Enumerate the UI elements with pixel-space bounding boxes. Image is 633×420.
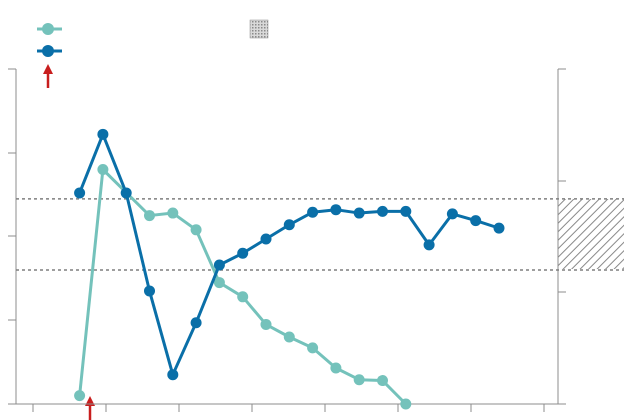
series-1-point [190,224,202,236]
arrow-icon [43,64,53,88]
series-2-point [260,233,272,245]
series-2-point [400,205,412,217]
series-layer [74,128,505,410]
series-2-point [283,219,295,231]
reference-band-hatch [558,199,624,269]
series-2-point [144,285,155,297]
series-2-point [353,207,365,219]
series-1-point [167,207,179,219]
series-2-point [190,317,202,329]
series-2-point [237,247,249,259]
series-2-point [330,204,342,216]
legend-marker-series-1 [42,23,54,35]
series-1-point [97,164,109,175]
series-2-point [120,187,132,199]
legend-marker-series-2 [42,45,54,57]
series-1-point [307,342,319,354]
legend [37,19,269,57]
series-1-point [144,210,155,222]
series-1-point [377,375,388,387]
legend-swatch-reference-band [249,19,269,39]
series-2-point [74,187,86,199]
series-1-point [353,374,365,386]
series-1-point [74,390,86,402]
x-axis [16,403,566,412]
series-1-point [237,291,249,303]
series-2-point [307,206,319,218]
series-2-point [446,208,458,220]
series-2-point [377,205,388,217]
series-1-point [213,277,225,289]
series-2-point [213,259,225,271]
series-1-point [400,398,412,410]
series-1-point [330,362,342,374]
series-2-point [493,222,505,234]
left-axis [8,68,17,405]
series-1-point [283,331,295,343]
series-2-point [423,239,435,251]
reference-lines [16,198,624,271]
series-2-point [97,128,109,140]
arrow-icon [85,396,95,420]
series-1-point [260,318,272,330]
series-2-point [470,215,482,227]
series-2-point [167,369,179,381]
